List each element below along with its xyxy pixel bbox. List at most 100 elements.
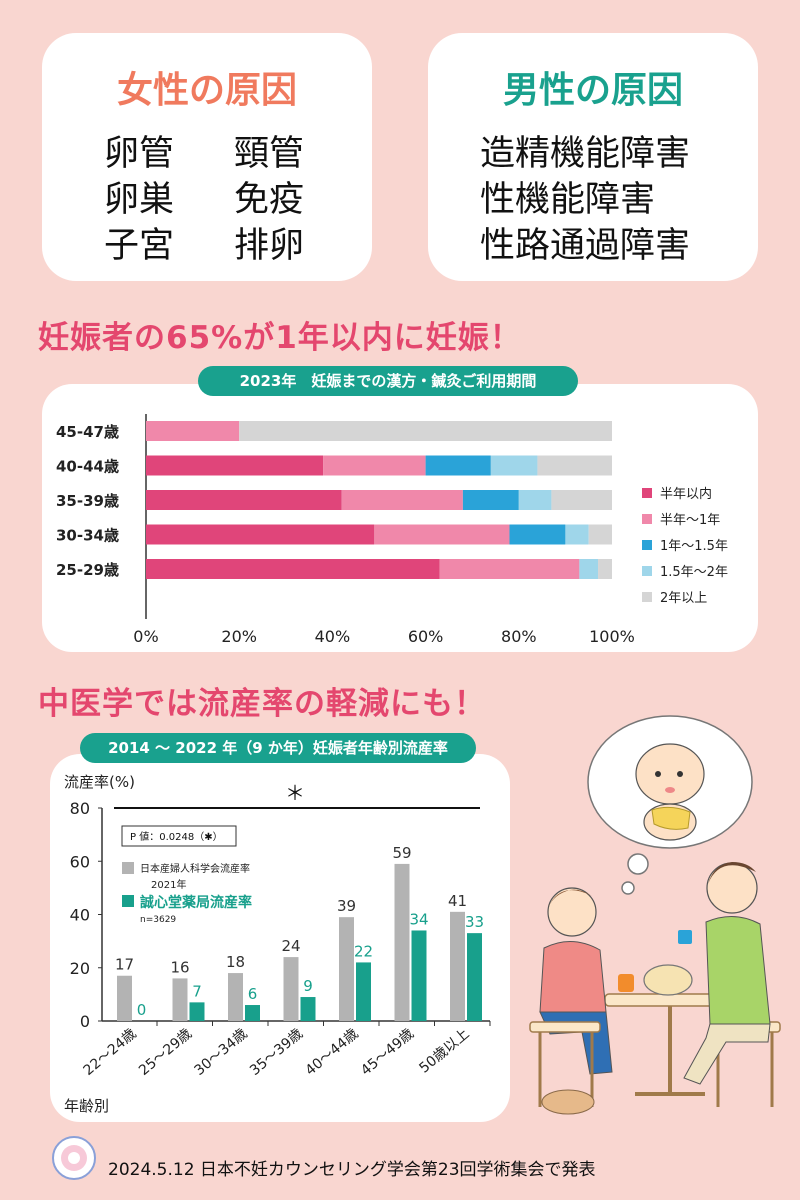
man-icon <box>706 862 758 914</box>
miscarriage-bar-pharmacy <box>300 997 316 1021</box>
female-cause-card: 女性の原因 卵管 頸管 卵巣 免疫 子宮 排卵 <box>42 33 372 281</box>
baby-icon <box>635 743 705 805</box>
duration-bar-segment <box>146 421 240 441</box>
male-cause-title: 男性の原因 <box>502 70 683 111</box>
miscarriage-bar-pharmacy <box>411 930 427 1021</box>
duration-category-label: 35-39歳 <box>56 492 119 510</box>
duration-legend-label: 半年以内 <box>660 486 712 502</box>
duration-x-tick: 60% <box>408 627 444 646</box>
duration-x-tick: 100% <box>589 627 635 646</box>
miscarriage-x-tick: 22～24歳 <box>81 1026 140 1079</box>
miscarriage-x-tick: 40～44歳 <box>303 1026 362 1079</box>
duration-bar-segment <box>239 421 612 441</box>
duration-legend-label: 1.5年～2年 <box>660 565 728 580</box>
miscarriage-bar-society <box>450 911 465 1021</box>
miscarriage-bar-society <box>339 917 354 1021</box>
family-illustration <box>529 715 781 1115</box>
miscarriage-y-tick: 40 <box>70 906 90 925</box>
female-cause-item: 頸管 <box>234 134 305 174</box>
duration-bar-segment <box>462 490 519 510</box>
woman-icon <box>547 887 597 937</box>
duration-bar-segment <box>146 559 440 579</box>
miscarriage-y-tick: 60 <box>70 852 90 871</box>
miscarriage-legend-swatch <box>122 895 134 907</box>
duration-legend-swatch <box>642 514 652 524</box>
duration-legend-label: 2年以上 <box>660 591 707 606</box>
miscarriage-x-tick: 50歳以上 <box>416 1026 472 1077</box>
miscarriage-label-pharmacy: 22 <box>354 942 373 960</box>
miscarriage-x-tick: 35～39歳 <box>247 1026 306 1079</box>
duration-legend-label: 半年～1年 <box>660 513 720 528</box>
miscarriage-bar-society <box>228 973 243 1021</box>
miscarriage-label-pharmacy: 34 <box>409 910 428 928</box>
miscarriage-y-tick: 20 <box>70 959 90 978</box>
miscarriage-legend-note: 2021年 <box>151 878 186 891</box>
duration-legend-label: 1年～1.5年 <box>660 539 728 554</box>
duration-bar-segment <box>425 455 491 476</box>
miscarriage-legend-label: 日本産婦人科学会流産率 <box>140 862 250 875</box>
miscarriage-bar-pharmacy <box>189 1002 205 1021</box>
duration-bar-segment <box>439 559 580 579</box>
miscarriage-label-pharmacy: 6 <box>248 985 258 1003</box>
female-cause-item: 免疫 <box>234 180 305 220</box>
duration-bar-segment <box>146 524 375 545</box>
duration-bar-segment <box>490 455 538 476</box>
miscarriage-chart-title: 2014 ～ 2022 年（9 か年）妊娠者年齢別流産率 <box>80 733 476 763</box>
duration-legend-swatch <box>642 488 652 498</box>
miscarriage-bar-society <box>117 975 132 1021</box>
miscarriage-y-tick: 0 <box>80 1012 90 1031</box>
duration-category-label: 25-29歳 <box>56 561 119 579</box>
female-cause-item: 卵巣 <box>104 180 175 220</box>
miscarriage-chart-card <box>50 754 510 1122</box>
cat-icon <box>541 1089 595 1115</box>
male-cause-item: 性路通過障害 <box>480 226 691 266</box>
footer-note: 2024.5.12 日本不妊カウンセリング学会第23回学術集会で発表 <box>108 1160 596 1180</box>
miscarriage-label-society: 39 <box>337 897 356 915</box>
miscarriage-legend-label: 誠心堂薬局流産率 <box>140 894 252 911</box>
miscarriage-label-pharmacy: 33 <box>465 913 484 931</box>
miscarriage-bar-pharmacy <box>356 962 371 1021</box>
miscarriage-label-society: 17 <box>115 956 134 974</box>
male-cause-item: 性機能障害 <box>480 180 656 220</box>
significance-mark: ＊ <box>285 781 305 805</box>
duration-bar-segment <box>323 455 426 476</box>
duration-bar-segment <box>588 524 612 545</box>
duration-x-tick: 20% <box>221 627 257 646</box>
male-cause-card: 男性の原因 造精機能障害 性機能障害 性路通過障害 <box>428 33 758 281</box>
duration-x-tick: 0% <box>133 627 158 646</box>
miscarriage-label-society: 41 <box>448 892 467 910</box>
duration-bar-segment <box>598 559 612 579</box>
miscarriage-label-pharmacy: 0 <box>137 1001 147 1019</box>
duration-category-label: 45-47歳 <box>56 423 119 441</box>
female-cause-item: 卵管 <box>104 134 175 174</box>
duration-chart-title: 2023年 妊娠までの漢方・鍼灸ご利用期間 <box>198 366 578 396</box>
headline-miscarriage: 中医学では流産率の軽減にも！ <box>38 686 486 722</box>
duration-x-tick: 80% <box>501 627 537 646</box>
miscarriage-bar-society <box>172 978 188 1021</box>
miscarriage-label-pharmacy: 9 <box>303 977 313 995</box>
duration-bar-segment <box>146 490 342 510</box>
miscarriage-label-society: 16 <box>170 958 189 976</box>
female-cause-item: 子宮 <box>104 226 175 266</box>
duration-bar-segment <box>551 490 612 510</box>
miscarriage-x-tick: 30～34歳 <box>192 1026 251 1079</box>
miscarriage-x-label: 年齢別 <box>64 1097 109 1115</box>
miscarriage-bar-pharmacy <box>467 933 482 1021</box>
duration-bar-segment <box>341 490 463 510</box>
miscarriage-x-tick: 25～29歳 <box>136 1026 195 1079</box>
duration-bar-segment <box>565 524 589 545</box>
duration-bar-segment <box>579 559 599 579</box>
pvalue-box <box>121 825 237 847</box>
duration-category-label: 30-34歳 <box>56 527 119 545</box>
duration-legend-swatch <box>642 566 652 576</box>
miscarriage-y-label: 流産率(%) <box>64 773 135 791</box>
miscarriage-bar-society <box>283 957 299 1021</box>
pvalue-text: P 値：0.0248（✱） <box>130 830 223 843</box>
female-cause-title: 女性の原因 <box>116 70 297 111</box>
miscarriage-y-tick: 80 <box>70 799 90 818</box>
duration-bar-segment <box>518 490 552 510</box>
miscarriage-x-tick: 45～49歳 <box>358 1026 417 1079</box>
duration-bar-segment <box>374 524 510 545</box>
headline-pregnancy: 妊娠者の65%が1年以内に妊娠！ <box>38 320 522 356</box>
miscarriage-label-society: 59 <box>392 844 411 862</box>
